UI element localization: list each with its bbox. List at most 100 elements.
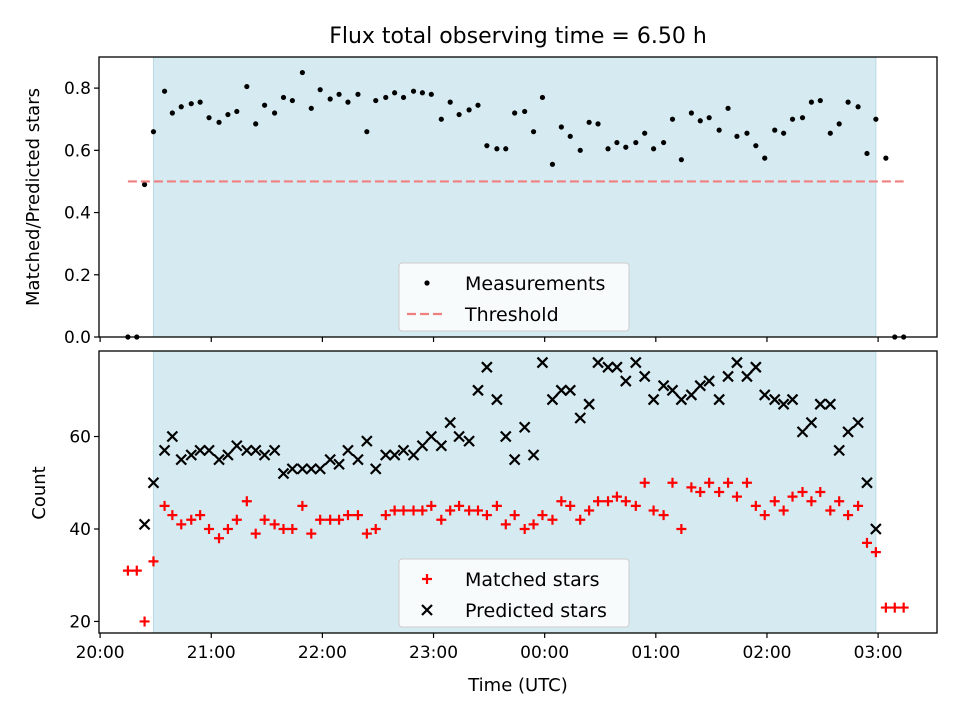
measurements-point <box>428 91 434 97</box>
predicted-stars-point <box>369 463 382 475</box>
measurements-point <box>494 146 500 152</box>
matched-stars-point <box>259 514 270 525</box>
predicted-stars-point <box>472 384 484 397</box>
predicted-stars-point <box>185 449 198 461</box>
measurements-point <box>567 133 573 139</box>
matched-stars-point <box>417 505 428 516</box>
predicted-stars-point <box>425 430 438 443</box>
matched-stars-point <box>176 519 187 530</box>
measurements-point <box>642 130 648 136</box>
measurements-point <box>466 107 472 113</box>
matched-stars-point <box>658 510 669 521</box>
legend-matched-stars-swatch <box>422 574 432 584</box>
predicted-stars-point <box>564 384 577 397</box>
matched-stars-point <box>436 514 447 525</box>
matched-stars-point <box>204 523 215 534</box>
measurements-point <box>697 118 703 124</box>
measurements-point <box>883 155 889 161</box>
matched-stars-point <box>297 500 308 511</box>
matched-stars-point <box>519 523 530 534</box>
legend-predicted-stars-swatch <box>421 604 433 616</box>
predicted-stars-point <box>786 393 799 406</box>
matched-stars-point <box>575 514 586 525</box>
measurements-point <box>438 116 444 122</box>
measurements-point <box>178 104 184 110</box>
measurements-point <box>734 133 740 139</box>
matched-stars-point <box>131 565 142 576</box>
matched-stars-point <box>676 523 687 534</box>
matched-stars-point <box>815 487 826 497</box>
predicted-stars-point <box>694 379 707 392</box>
predicted-stars-point <box>277 467 290 480</box>
measurements-point <box>299 69 305 76</box>
matched-stars-point <box>593 496 604 507</box>
predicted-stars-point <box>703 375 715 387</box>
measurements-point <box>150 129 157 135</box>
measurements-point <box>539 94 546 101</box>
predicted-stars-point <box>342 444 354 457</box>
measurements-point <box>308 105 314 111</box>
predicted-stars-point <box>750 361 762 373</box>
predicted-stars-point <box>546 393 559 406</box>
measurements-point <box>336 91 342 97</box>
measurements-point <box>272 110 278 116</box>
predicted-stars-point <box>741 370 753 383</box>
predicted-stars-point <box>241 444 253 457</box>
measurements-point <box>633 139 639 146</box>
matched-stars-point <box>306 528 317 539</box>
matched-stars-point <box>861 537 872 548</box>
predicted-stars-point <box>777 398 790 410</box>
measurements-point <box>197 99 203 105</box>
measurements-point <box>549 161 556 167</box>
measurements-point <box>716 127 722 133</box>
measurements-point <box>447 99 453 105</box>
matched-stars-point <box>472 505 483 516</box>
y-tick-label: 0.8 <box>64 79 91 99</box>
matched-stars-point <box>797 487 808 497</box>
measurements-point <box>169 110 175 116</box>
matched-stars-point <box>639 477 650 488</box>
matched-stars-point <box>825 505 836 516</box>
matched-stars-point <box>750 500 761 511</box>
measurements-point <box>706 115 712 121</box>
measurements-point <box>216 119 222 125</box>
matched-stars-point <box>148 556 159 567</box>
predicted-stars-point <box>463 435 475 447</box>
predicted-stars-point <box>407 449 420 461</box>
matched-stars-point <box>481 510 492 521</box>
predicted-stars-point <box>166 430 179 443</box>
x-tick-label: 22:00 <box>298 643 347 663</box>
predicted-stars-point <box>870 523 882 535</box>
matched-stars-point <box>389 505 400 516</box>
measurements-point <box>364 129 370 135</box>
matched-stars-point <box>537 510 548 521</box>
predicted-stars-point <box>842 426 854 438</box>
predicted-stars-point <box>481 361 493 373</box>
predicted-stars-point <box>768 393 781 406</box>
measurements-point <box>855 104 861 110</box>
measurements-point <box>512 110 518 116</box>
measurements-point <box>817 97 823 104</box>
measurements-point <box>595 121 601 127</box>
predicted-stars-point <box>824 398 837 410</box>
predicted-stars-point <box>647 393 660 406</box>
matched-stars-point <box>426 500 437 511</box>
measurements-point <box>400 94 407 101</box>
axes-frame <box>98 350 938 634</box>
measurements-point <box>234 108 240 115</box>
axes-frame <box>98 56 938 338</box>
x-tick-label: 01:00 <box>631 643 680 663</box>
matched-stars-point <box>325 514 336 525</box>
predicted-stars-point <box>638 370 651 383</box>
matched-stars-point <box>806 496 817 507</box>
y-tick-label: 0.6 <box>64 141 91 161</box>
legend-label: Predicted stars <box>465 600 607 622</box>
predicted-stars-point <box>666 384 679 397</box>
measurements-point <box>873 116 879 122</box>
predicted-stars-point <box>249 444 262 457</box>
x-tick-label: 00:00 <box>520 643 569 663</box>
measurements-point <box>836 121 842 127</box>
measurements-point <box>827 130 833 136</box>
predicted-stars-point <box>352 453 364 466</box>
matched-stars-point <box>603 496 614 507</box>
